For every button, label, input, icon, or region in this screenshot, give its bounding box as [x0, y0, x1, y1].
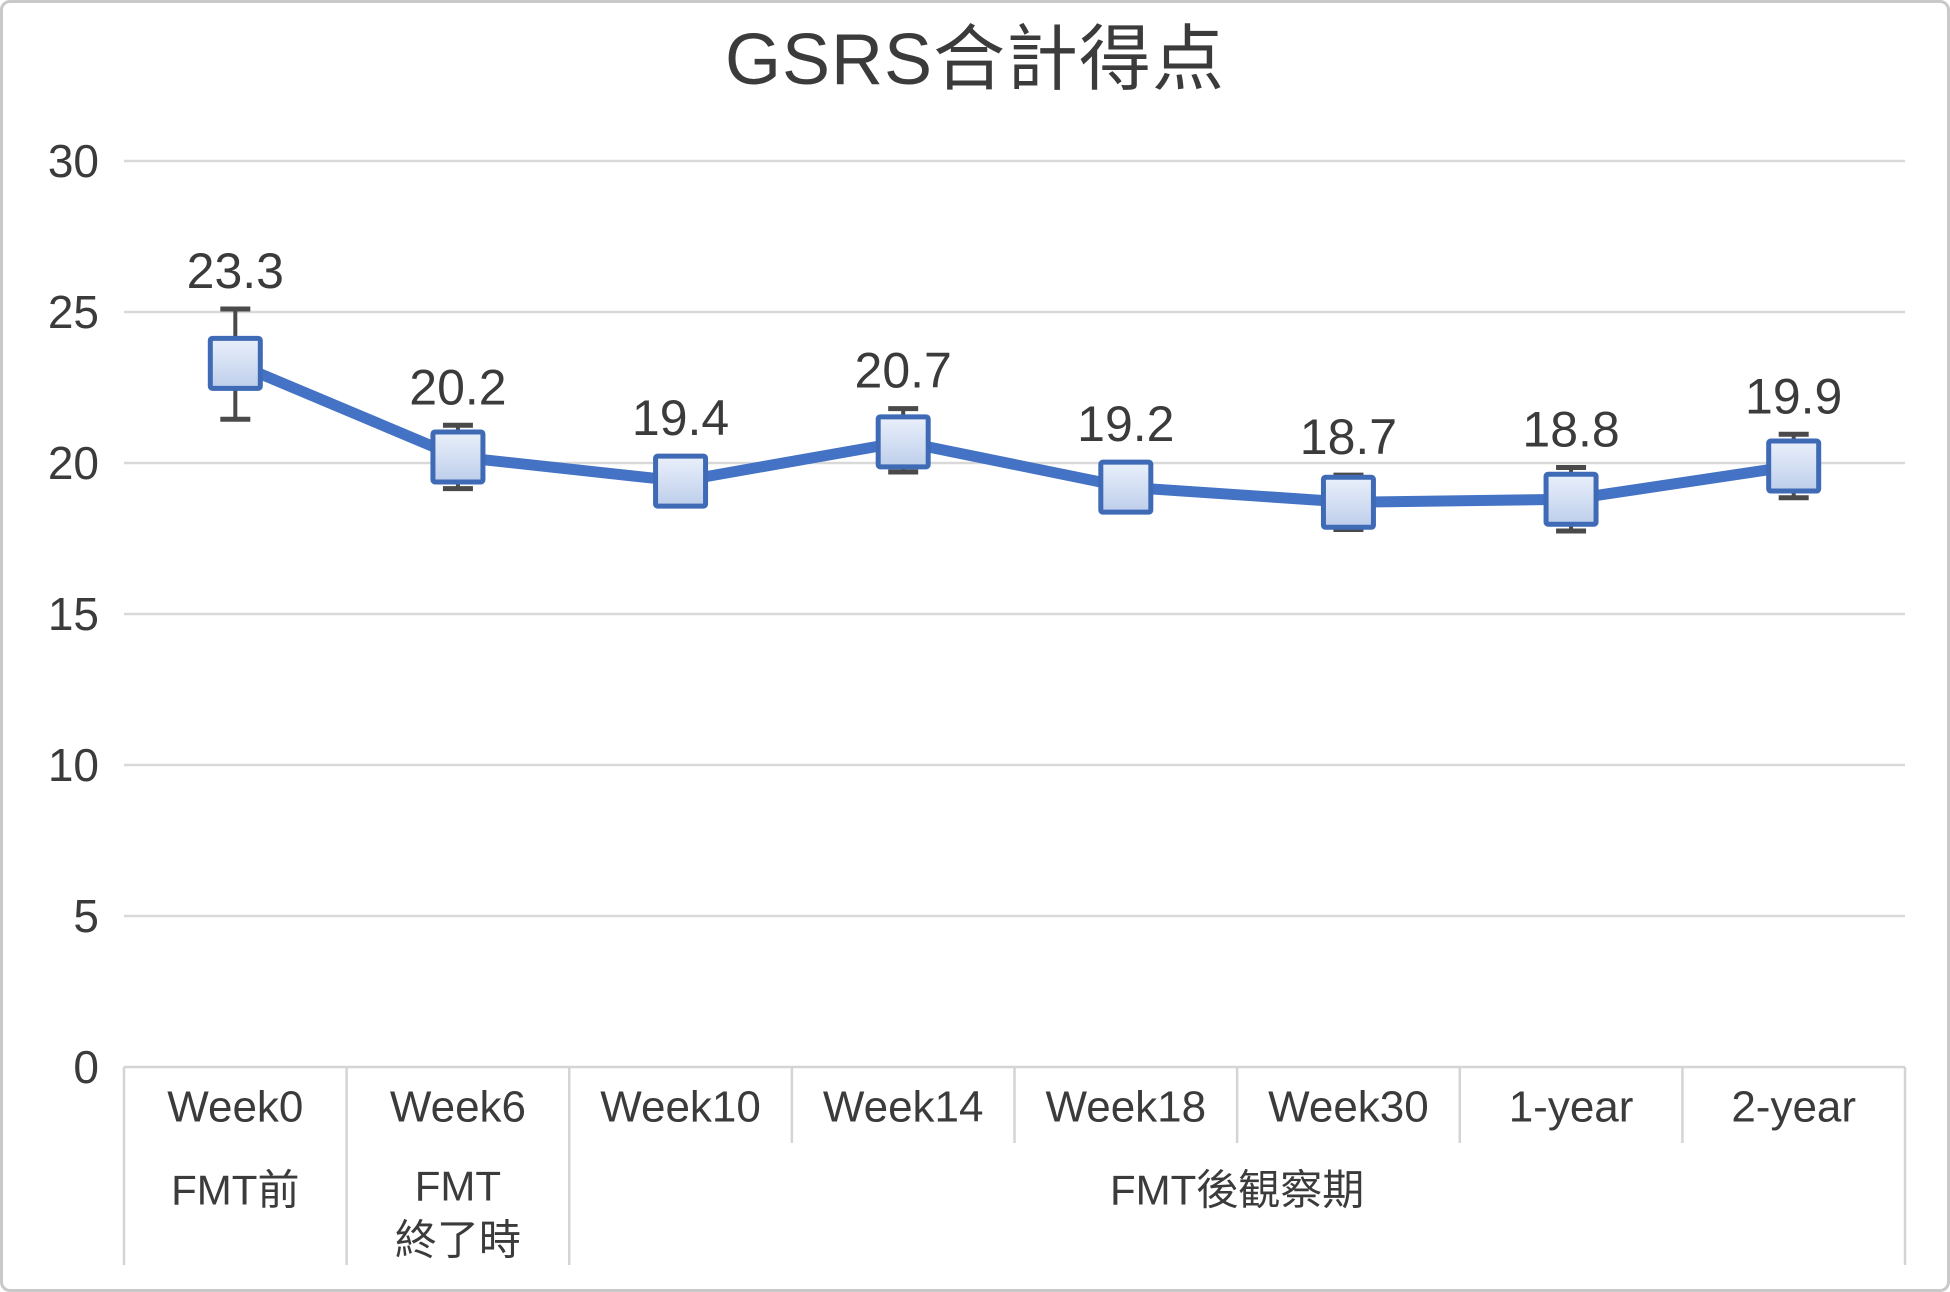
x-axis-category-label: Week6 — [390, 1083, 526, 1132]
y-axis-tick-label: 25 — [48, 286, 99, 338]
y-axis-tick-label: 20 — [48, 437, 99, 489]
y-axis-tick-label: 15 — [48, 588, 99, 640]
data-point-marker-week14 — [875, 414, 931, 470]
x-axis-category-label: Week30 — [1268, 1083, 1429, 1132]
x-axis-category-label: Week0 — [167, 1083, 303, 1132]
y-axis-tick-label: 10 — [48, 739, 99, 791]
data-label: 19.2 — [1077, 396, 1174, 452]
data-label: 20.7 — [855, 343, 952, 399]
data-point-marker-week6 — [430, 429, 486, 485]
data-point-marker-1-year — [1543, 471, 1599, 527]
line-chart-plot: 0 5 10 15 20 25 30 23.3 20.2 19.4 20.7 19.2 18.7 18.8… — [48, 135, 1907, 1265]
data-label: 18.8 — [1522, 402, 1619, 458]
y-axis-tick-label: 0 — [73, 1041, 99, 1093]
y-axis-tick-label: 30 — [48, 135, 99, 187]
chart-title: GSRS合計得点 — [724, 20, 1226, 100]
x-axis-category-label: Week14 — [823, 1083, 984, 1132]
y-axis-tick-label: 5 — [73, 890, 99, 942]
x-axis-group-label: FMT前 — [171, 1167, 299, 1214]
data-label: 19.9 — [1745, 368, 1842, 424]
x-axis-group-label: FMT — [415, 1163, 501, 1210]
x-axis-group-label: FMT後観察期 — [1110, 1167, 1364, 1214]
data-point-marker-week30 — [1320, 474, 1376, 530]
x-axis-category-label: 1-year — [1509, 1083, 1634, 1132]
data-label: 23.3 — [187, 243, 284, 299]
x-axis-category-label: Week18 — [1046, 1083, 1207, 1132]
data-point-marker-week10 — [653, 453, 709, 509]
x-axis-category-label: Week10 — [600, 1083, 761, 1132]
data-label: 20.2 — [409, 359, 506, 415]
x-axis-category-label: 2-year — [1731, 1083, 1856, 1132]
data-label: 19.4 — [632, 390, 729, 446]
data-point-marker-2-year — [1766, 438, 1822, 494]
x-axis-group-label: 終了時 — [395, 1217, 521, 1264]
data-point-marker-week0 — [207, 335, 263, 391]
series-line — [233, 358, 1795, 508]
data-label: 18.7 — [1300, 409, 1397, 465]
data-point-marker-week18 — [1098, 459, 1154, 515]
